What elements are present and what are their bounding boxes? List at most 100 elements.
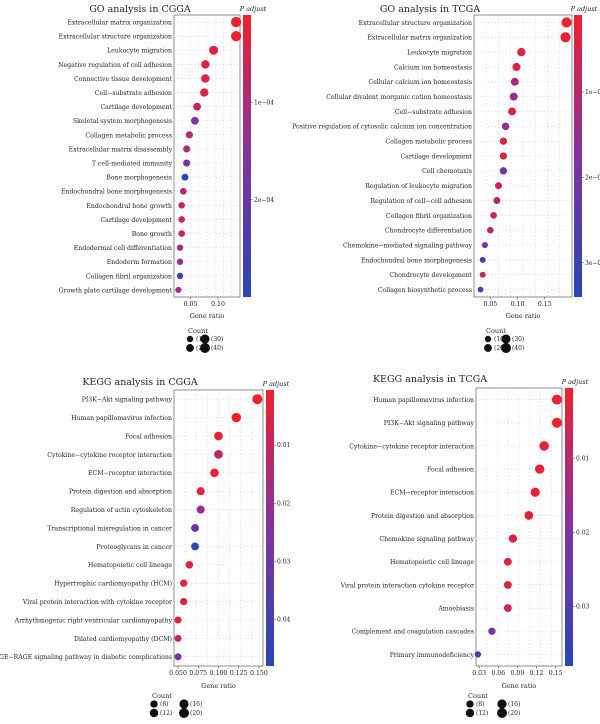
plot-frame — [475, 387, 563, 667]
size-legend-dot — [150, 700, 158, 708]
category-label: Cell−substrate adhesion — [395, 109, 472, 116]
x-tick-label: 0.075 — [189, 670, 207, 677]
category-label: Chondrocyte development — [389, 272, 472, 279]
data-point — [474, 651, 482, 658]
data-point — [508, 107, 517, 116]
x-tick-label: 0.125 — [230, 670, 248, 677]
category-label: Collagen fibril organization — [386, 213, 472, 220]
size-legend-dot — [501, 343, 511, 353]
data-point — [183, 159, 191, 167]
colorbar-tick-label: 0.03 — [277, 558, 291, 565]
x-axis-label: Gene ratio — [506, 312, 541, 320]
data-point — [490, 211, 497, 219]
data-point — [178, 216, 185, 223]
data-point — [479, 271, 486, 278]
size-legend-dot — [465, 708, 475, 718]
category-label: ECM−receptor interaction — [88, 470, 172, 477]
category-label: Hematopoietic cell lineage — [390, 559, 474, 566]
data-point — [501, 122, 510, 131]
category-label: Endochondral bone morphogenesis — [361, 257, 472, 264]
category-label: PI3K−Akt signaling pathway — [384, 420, 475, 427]
size-legend-dot — [200, 334, 210, 344]
data-point — [191, 542, 199, 551]
category-label: Extracellular matrix disassembly — [69, 146, 173, 153]
data-point — [530, 487, 540, 497]
data-point — [183, 145, 191, 153]
x-tick-label: 0.05 — [184, 301, 198, 308]
data-point — [200, 88, 209, 97]
category-label: T cell-mediated immunity — [92, 160, 173, 167]
size-legend-label: (20) — [190, 710, 202, 717]
colorbar — [565, 388, 573, 666]
x-tick-label: 0.06 — [491, 670, 505, 677]
data-point — [488, 627, 496, 635]
category-label: Focal adhesion — [427, 466, 474, 473]
category-label: Leukocyte migration — [407, 50, 472, 57]
data-point — [191, 116, 199, 125]
data-point — [185, 560, 194, 569]
category-label: Regulation of cell−cell adhesion — [370, 198, 472, 205]
colorbar-tick-label: 0.01 — [277, 442, 290, 449]
x-tick-label: 0.100 — [210, 670, 228, 677]
category-label: Protein digestion and absorption — [371, 513, 474, 520]
data-point — [214, 449, 223, 459]
size-legend-label: (16) — [190, 701, 202, 708]
data-point — [551, 417, 562, 428]
colorbar-title: P adjust — [239, 5, 267, 13]
data-point — [210, 468, 219, 478]
category-label: ECM−receptor interaction — [390, 490, 474, 497]
colorbar — [266, 390, 274, 666]
category-label: Cellular calcium ion homeostasis — [368, 79, 472, 86]
data-point — [196, 505, 205, 514]
category-label: Amoebiasis — [437, 605, 474, 612]
colorbar-tick-label: 1e−05 — [585, 89, 600, 96]
x-axis-label: Gene ratio — [201, 682, 236, 690]
colorbar-title: P adjust — [570, 5, 598, 13]
data-point — [196, 487, 205, 496]
chart-panel-4: KEGG analysis in TCGA Human papillomaviru… — [340, 374, 590, 718]
data-point — [503, 604, 512, 613]
category-label: Extracellular structure organization — [359, 20, 472, 27]
size-legend-label: (40) — [512, 345, 524, 352]
colorbar-tick-label: 0.01 — [576, 455, 589, 462]
data-point — [230, 16, 242, 28]
category-label: Transcriptional misregulation in cancer — [47, 525, 172, 532]
size-legend-dot — [484, 344, 492, 352]
x-tick-label: 0.10 — [511, 301, 525, 308]
category-label: Growth plate cartilage development — [59, 287, 173, 294]
size-legend-dot — [186, 335, 194, 343]
colorbar-tick-label: 2e−05 — [585, 174, 600, 181]
data-point — [510, 77, 519, 86]
category-label: Human papillomavirus infection — [373, 397, 474, 404]
size-legend-dot — [200, 343, 210, 353]
data-point — [477, 286, 484, 293]
category-label: Extracellular structure organization — [59, 34, 172, 41]
chart-panel-1: GO analysis in CGGA Extracellular matrix … — [58, 4, 274, 353]
colorbar-tick-label: 0.04 — [277, 617, 291, 624]
x-tick-label: 0.05 — [483, 301, 497, 308]
category-label: Cartilage development — [100, 217, 172, 224]
data-point — [487, 226, 494, 234]
data-point — [214, 431, 223, 441]
data-point — [201, 60, 210, 69]
chart-title: GO analysis in CGGA — [89, 4, 191, 15]
category-label: Primary immunodeficiency — [390, 652, 475, 659]
category-label: Collagen biosynthetic process — [378, 287, 472, 294]
colorbar-tick-label: 0.03 — [576, 604, 590, 611]
data-point — [503, 580, 512, 589]
x-axis-label: Gene ratio — [190, 312, 225, 320]
category-label: Endochondral bone growth — [86, 203, 172, 210]
colorbar-tick-label: 0.02 — [277, 500, 291, 507]
size-legend-label: (20) — [508, 710, 520, 717]
size-legend-label: (40) — [211, 345, 223, 352]
chart-title: KEGG analysis in CGGA — [82, 377, 198, 388]
category-label: Viral protein interaction cytokine recep… — [340, 582, 474, 589]
x-tick-label: 0.09 — [511, 670, 525, 677]
category-label: Viral protein interaction with cytokine … — [22, 599, 172, 606]
category-label: Bone growth — [132, 231, 172, 238]
x-tick-label: 0.10 — [211, 301, 225, 308]
size-legend-title: Count — [188, 327, 208, 335]
data-point — [178, 202, 185, 209]
